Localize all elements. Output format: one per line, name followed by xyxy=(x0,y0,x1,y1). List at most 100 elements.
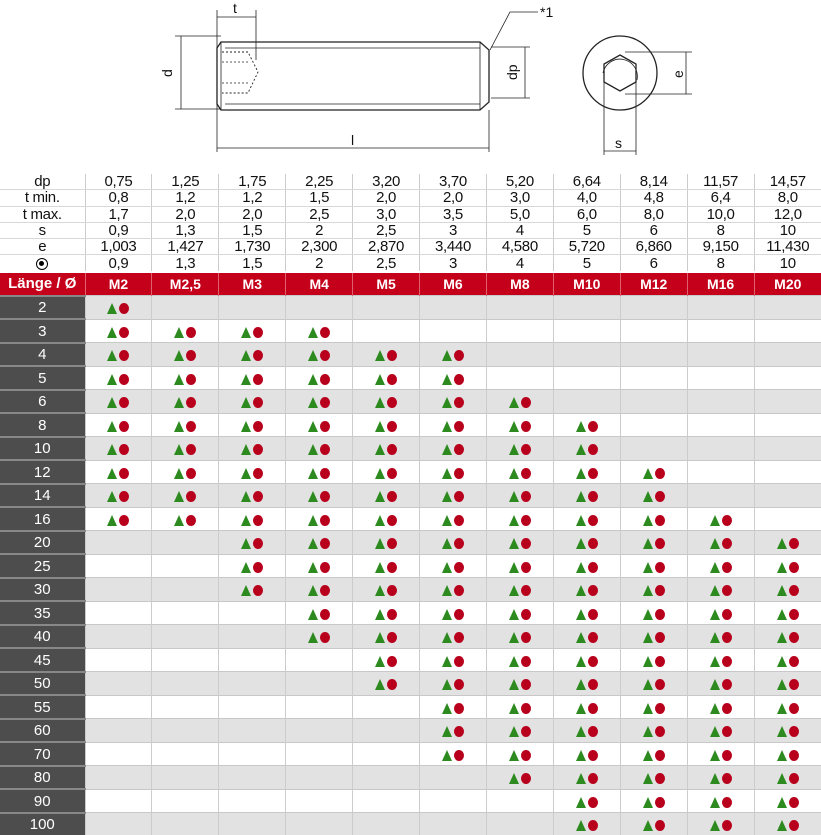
availability-cell xyxy=(285,342,353,367)
red-circle-icon xyxy=(654,796,665,808)
availability-cell xyxy=(686,624,755,649)
green-triangle-icon xyxy=(308,514,319,526)
red-circle-icon xyxy=(320,514,331,526)
availability-cell xyxy=(619,459,688,484)
spec-row: t min. 0,8 1,2 1,2 1,5 2,0 2,0 3,0 4,0 4,8 6,4 8,0 xyxy=(0,189,821,207)
availability-cell xyxy=(686,600,755,625)
spec-label: t max. xyxy=(0,206,85,223)
table-row: 20 xyxy=(0,529,821,555)
red-circle-icon xyxy=(587,773,598,785)
green-triangle-icon xyxy=(441,350,452,362)
availability-cell xyxy=(352,741,420,766)
availability-cell xyxy=(218,647,286,672)
availability-cell xyxy=(285,788,353,813)
green-triangle-icon xyxy=(441,444,452,456)
red-circle-icon xyxy=(387,397,398,409)
green-triangle-icon xyxy=(441,655,452,667)
red-circle-icon xyxy=(520,773,531,785)
label-d: d xyxy=(159,69,175,77)
size-header: M5 xyxy=(352,270,420,296)
availability-cell xyxy=(419,342,487,367)
green-triangle-icon xyxy=(308,326,319,338)
availability-cell xyxy=(84,318,152,343)
set-screw-drawing: t d l dp *1 e s xyxy=(159,0,692,155)
length-cell: 12 xyxy=(0,459,85,484)
green-triangle-icon xyxy=(575,773,586,785)
availability-cell xyxy=(686,577,755,602)
availability-cell xyxy=(419,389,487,414)
availability-cell xyxy=(619,530,688,555)
availability-cell xyxy=(84,530,152,555)
red-circle-icon xyxy=(721,702,732,714)
spec-value: 1,2 xyxy=(218,189,286,207)
green-triangle-icon xyxy=(308,420,319,432)
size-header: M12 xyxy=(619,270,688,296)
availability-cell xyxy=(352,765,420,790)
availability-cell xyxy=(552,365,621,390)
availability-cell xyxy=(218,600,286,625)
availability-cell xyxy=(352,718,420,743)
red-circle-icon xyxy=(453,585,464,597)
red-circle-icon xyxy=(387,585,398,597)
availability-cell xyxy=(485,647,554,672)
red-circle-icon xyxy=(119,420,130,432)
green-triangle-icon xyxy=(308,350,319,362)
availability-cell xyxy=(485,718,554,743)
green-triangle-icon xyxy=(441,420,452,432)
green-triangle-icon xyxy=(375,514,386,526)
availability-cell xyxy=(218,342,286,367)
availability-cell xyxy=(84,459,152,484)
green-triangle-icon xyxy=(642,538,653,550)
green-triangle-icon xyxy=(709,749,720,761)
availability-cell xyxy=(619,647,688,672)
red-circle-icon xyxy=(119,467,130,479)
size-header: M8 xyxy=(485,270,554,296)
spec-value: 6,4 xyxy=(686,189,755,207)
red-circle-icon xyxy=(654,608,665,620)
availability-cell xyxy=(552,530,621,555)
availability-cell xyxy=(753,553,821,578)
table-row: 35 xyxy=(0,600,821,625)
red-circle-icon xyxy=(387,538,398,550)
red-circle-icon xyxy=(119,303,130,315)
spec-label: e xyxy=(0,238,85,256)
green-triangle-icon xyxy=(441,467,452,479)
availability-cell xyxy=(151,318,219,343)
availability-cell xyxy=(285,389,353,414)
dimension-lines xyxy=(175,10,538,152)
availability-cell xyxy=(552,553,621,578)
availability-cell xyxy=(285,671,353,696)
red-circle-icon xyxy=(186,514,197,526)
availability-cell xyxy=(218,671,286,696)
availability-cell xyxy=(753,671,821,696)
red-circle-icon xyxy=(788,819,799,831)
green-triangle-icon xyxy=(375,632,386,644)
availability-cell xyxy=(218,436,286,461)
length-cell: 14 xyxy=(0,482,85,508)
availability-cell xyxy=(285,624,353,649)
table-row: 30 xyxy=(0,576,821,602)
availability-cell xyxy=(552,436,621,461)
red-circle-icon xyxy=(654,726,665,738)
green-triangle-icon xyxy=(375,491,386,503)
green-triangle-icon xyxy=(642,491,653,503)
spec-value: 6 xyxy=(619,254,688,273)
red-circle-icon xyxy=(453,397,464,409)
availability-cell xyxy=(419,812,487,835)
green-triangle-icon xyxy=(375,679,386,691)
red-circle-icon xyxy=(520,397,531,409)
availability-cell xyxy=(485,295,554,320)
spec-value: 2 xyxy=(285,222,353,240)
red-circle-icon xyxy=(654,773,665,785)
green-triangle-icon xyxy=(441,585,452,597)
green-triangle-icon xyxy=(642,749,653,761)
availability-cell xyxy=(285,459,353,484)
availability-cell xyxy=(352,342,420,367)
socket-symbol-icon xyxy=(36,257,49,270)
red-circle-icon xyxy=(587,632,598,644)
spec-value: 1,5 xyxy=(285,189,353,207)
availability-cell xyxy=(84,483,152,508)
length-cell: 10 xyxy=(0,435,85,461)
availability-cell xyxy=(552,647,621,672)
availability-cell xyxy=(84,412,152,437)
